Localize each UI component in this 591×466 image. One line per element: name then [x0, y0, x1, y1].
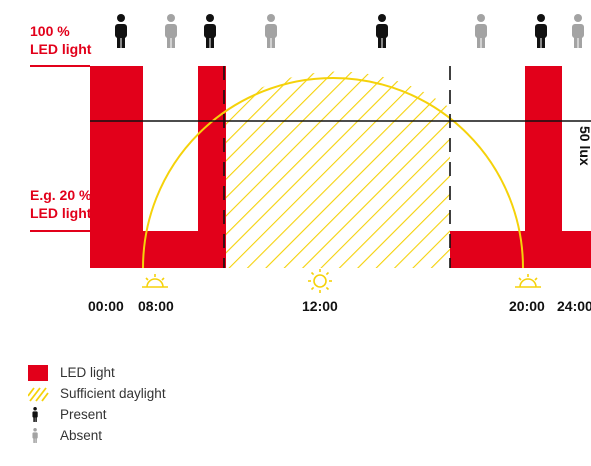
time-label-2400: 24:00	[557, 298, 591, 314]
led-light-blocks	[90, 66, 591, 268]
person-absent-icon	[475, 14, 487, 48]
max-light-label-line2: LED light	[30, 41, 92, 57]
person-present-icon	[535, 14, 547, 48]
threshold-label: 50 lux	[577, 126, 591, 166]
red-square-icon	[28, 364, 50, 381]
sun-icon	[308, 269, 332, 293]
person-present-icon	[115, 14, 127, 48]
legend: LED light Sufficient daylight Pres	[28, 362, 166, 446]
daylight-curve	[142, 77, 524, 269]
person-absent-icon	[165, 14, 177, 48]
person-present-icon	[376, 14, 388, 48]
legend-label: Sufficient daylight	[60, 386, 166, 401]
time-label-1200: 12:00	[302, 298, 338, 314]
legend-item-led: LED light	[28, 362, 166, 383]
person-absent-icon	[572, 14, 584, 48]
legend-item-daylight: Sufficient daylight	[28, 383, 166, 404]
legend-label: Present	[60, 407, 107, 422]
presence-row	[115, 14, 584, 48]
time-label-0800: 08:00	[138, 298, 174, 314]
sunset-icon	[515, 274, 541, 288]
led-full-block	[525, 66, 562, 268]
person-absent-icon	[265, 14, 277, 48]
reduced-light-label-line2: LED light	[30, 205, 92, 221]
legend-item-present: Present	[28, 404, 166, 425]
person-dark-icon	[28, 406, 50, 423]
reduced-light-label-line1: E.g. 20 %	[30, 187, 92, 203]
yellow-hatch-icon	[28, 386, 50, 402]
legend-label: LED light	[60, 365, 115, 380]
person-present-icon	[204, 14, 216, 48]
daylight-hatched-area	[226, 71, 450, 269]
time-label-0000: 00:00	[88, 298, 124, 314]
legend-label: Absent	[60, 428, 103, 443]
legend-item-absent: Absent	[28, 425, 166, 446]
sunrise-icon	[142, 274, 168, 288]
person-grey-icon	[28, 427, 50, 444]
led-full-block	[198, 66, 226, 268]
max-light-label-line1: 100 %	[30, 23, 70, 39]
time-label-2000: 20:00	[509, 298, 545, 314]
